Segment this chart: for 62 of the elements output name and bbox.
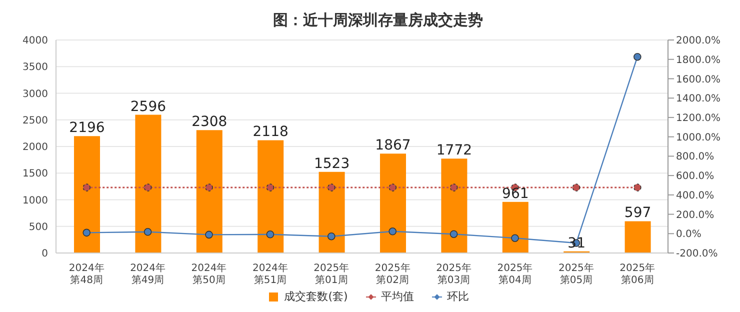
y2-tick-label: 1400.0%: [676, 94, 720, 105]
y-tick-label: 2000: [22, 142, 48, 154]
data-label: 961: [502, 186, 529, 202]
x-tick-label: 2024年第49周: [130, 262, 166, 286]
bar: [318, 172, 345, 253]
point: [388, 228, 396, 236]
legend-label: 平均值: [380, 289, 414, 304]
x-tick-label: 2024年第51周: [252, 262, 288, 286]
x-tick-label: 2025年第03周: [436, 262, 472, 286]
bar: [380, 154, 406, 253]
chart-title: 图：近十周深圳存量房成交走势: [272, 10, 484, 31]
bar: [624, 221, 651, 253]
point: [144, 228, 152, 236]
y2-tick-label: 200.0%: [676, 210, 714, 221]
y2-tick-label: 1600.0%: [676, 74, 720, 86]
bar: [441, 158, 468, 253]
y-tick-label: 1500: [22, 168, 48, 180]
y-tick-label: 2500: [22, 115, 48, 126]
y2-tick-label: 0.0%: [676, 229, 702, 240]
data-label: 1772: [436, 142, 472, 159]
y2-tick-label: 2000.0%: [676, 36, 720, 47]
data-label: 1867: [375, 138, 411, 154]
y2-tick-label: 1000.0%: [676, 132, 720, 144]
y-tick-label: 3500: [22, 62, 48, 74]
x-tick-label: 2024年第50周: [191, 262, 227, 286]
x-tick-label: 2025年第05周: [558, 262, 594, 286]
bar: [196, 130, 222, 253]
point: [511, 234, 519, 242]
bar: [135, 114, 162, 253]
data-label: 2308: [192, 114, 228, 130]
point: [634, 52, 642, 61]
x-tick-label: 2024年第48周: [68, 262, 104, 286]
y2-tick-label: -200.0%: [676, 248, 718, 260]
bar: [502, 202, 528, 253]
bar: [74, 136, 100, 253]
point: [205, 230, 213, 239]
point: [328, 232, 336, 240]
y-tick-label: 500: [28, 222, 48, 233]
data-label: 2596: [130, 98, 166, 115]
data-label: 2196: [69, 120, 105, 136]
x-tick-label: 2025年第06周: [620, 262, 656, 286]
x-tick-label: 2025年第04周: [497, 262, 533, 286]
bar: [258, 140, 284, 253]
y-tick-label: 0: [42, 248, 48, 260]
point: [450, 230, 458, 238]
data-label: 597: [624, 205, 652, 222]
x-tick-label: 2025年第01周: [314, 262, 350, 286]
legend-label: 环比: [446, 289, 469, 304]
y2-tick-label: 600.0%: [676, 171, 714, 182]
y2-tick-label: 800.0%: [676, 152, 714, 163]
data-label: 2118: [252, 124, 288, 140]
y-tick-label: 3000: [22, 88, 48, 100]
point: [82, 228, 90, 237]
legend-label: 成交套数(套): [283, 289, 348, 304]
y2-tick-label: 1200.0%: [676, 113, 720, 124]
y-tick-label: 1000: [22, 195, 48, 206]
data-label: 1523: [314, 156, 350, 172]
x-tick-label: 2025年第02周: [374, 262, 410, 286]
y2-tick-label: 400.0%: [676, 190, 714, 202]
point: [266, 230, 274, 238]
y-tick-label: 4000: [22, 36, 48, 47]
y2-tick-label: 1800.0%: [676, 54, 720, 66]
